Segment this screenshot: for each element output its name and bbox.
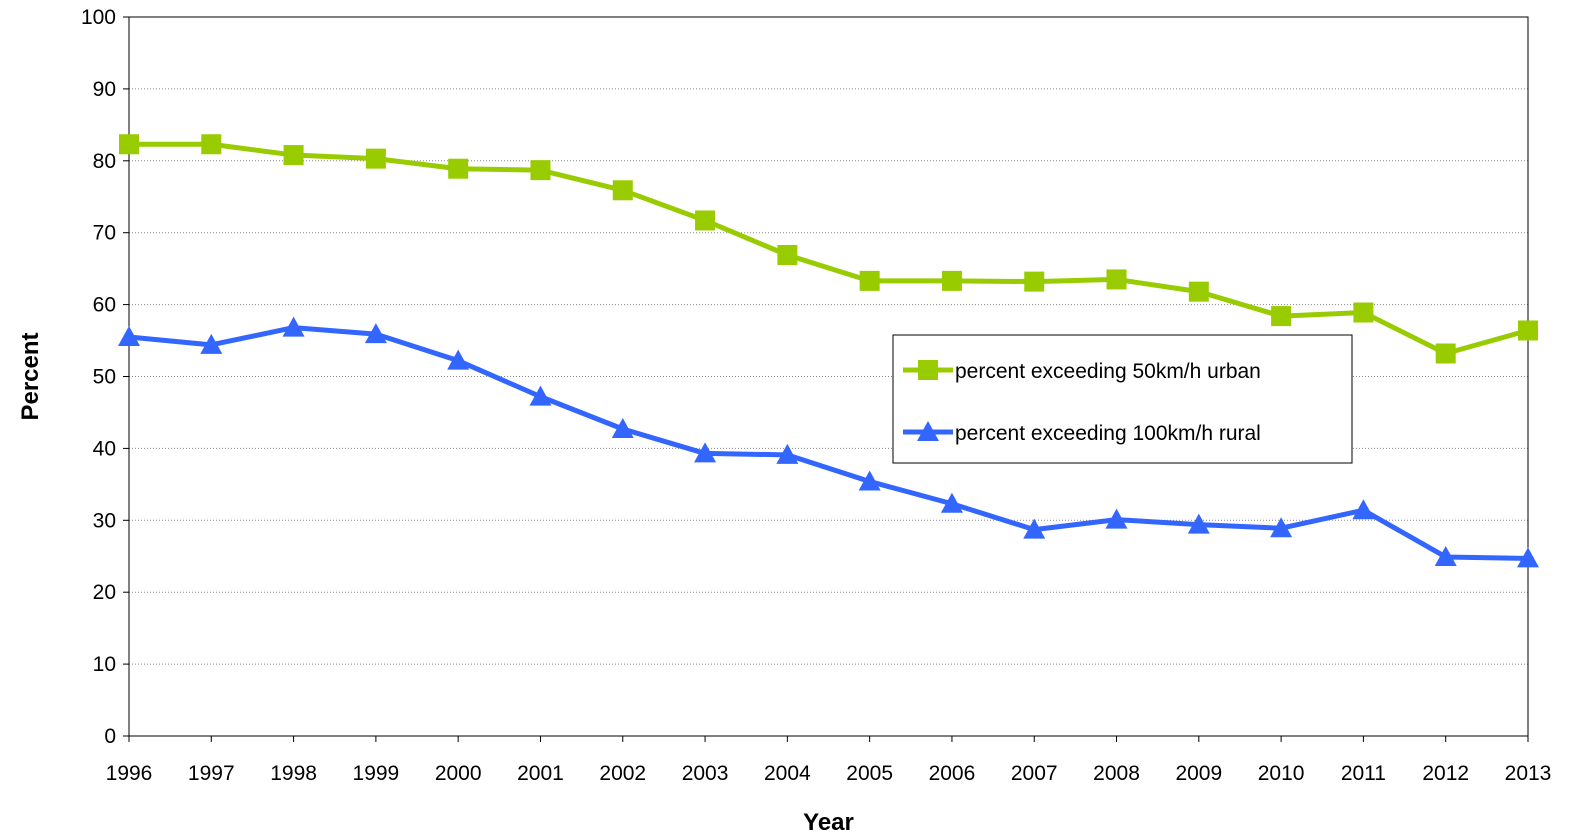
legend-label: percent exceeding 100km/h rural: [955, 422, 1261, 445]
x-tick-label: 1999: [353, 762, 400, 785]
data-point: [777, 244, 798, 265]
x-tick-label: 2006: [929, 762, 976, 785]
data-point: [941, 270, 962, 291]
data-point: [1518, 320, 1538, 341]
data-point: [365, 148, 386, 169]
x-tick-label: 2010: [1258, 762, 1305, 785]
data-point: [1188, 281, 1209, 302]
y-tick-label: 20: [93, 581, 116, 604]
data-point: [1106, 269, 1127, 290]
x-tick-label: 2013: [1505, 762, 1552, 785]
data-point: [448, 158, 469, 179]
series-layer: [118, 134, 1539, 568]
data-point: [694, 442, 717, 463]
x-tick-label: 2005: [846, 762, 893, 785]
x-tick-label: 2011: [1341, 762, 1386, 785]
data-point: [1271, 306, 1292, 327]
data-point: [612, 180, 633, 201]
x-tick-label: 2003: [682, 762, 729, 785]
x-tick-label: 2001: [517, 762, 564, 785]
x-tick-label: 2002: [599, 762, 646, 785]
x-tick-label: 1996: [106, 762, 153, 785]
y-tick-label: 70: [93, 222, 116, 245]
data-point: [1353, 302, 1374, 323]
series-line: [129, 141, 1529, 356]
legend-label: percent exceeding 50km/h urban: [955, 360, 1261, 383]
data-point: [1105, 508, 1128, 529]
data-point: [118, 325, 140, 346]
y-axis-title: Percent: [17, 332, 44, 420]
y-tick-label: 100: [81, 6, 116, 29]
data-point: [1352, 499, 1375, 520]
series-triangle-group: [118, 316, 1539, 568]
y-tick-label: 10: [93, 653, 116, 676]
data-point: [858, 470, 881, 491]
data-point: [529, 385, 552, 406]
y-tick-label: 30: [93, 509, 116, 532]
data-point: [611, 417, 634, 438]
series-square-group: [119, 134, 1538, 364]
data-point: [1024, 271, 1045, 292]
gridlines: [129, 88, 1528, 665]
data-point: [200, 333, 223, 354]
x-axis-ticks: 1996 1997 1998 1999 2000 2001 2002 2003 2004 2005…: [106, 736, 1552, 785]
data-point: [1023, 518, 1046, 539]
data-point: [1434, 545, 1457, 566]
y-tick-label: 80: [93, 150, 116, 173]
x-tick-label: 2009: [1175, 762, 1222, 785]
x-tick-label: 2007: [1011, 762, 1058, 785]
x-tick-label: 1997: [188, 762, 235, 785]
data-point: [1187, 513, 1210, 534]
y-tick-label: 60: [93, 294, 116, 317]
data-point: [119, 134, 139, 155]
y-tick-label: 40: [93, 437, 116, 460]
legend-swatch-marker: [918, 360, 938, 380]
data-point: [1270, 517, 1293, 538]
data-point: [364, 323, 387, 344]
legend-box: [892, 334, 1353, 464]
y-axis-ticks: 0 10 20 30 40 50 60 70 80 90 100: [81, 6, 129, 748]
x-tick-label: 1998: [270, 762, 317, 785]
data-point: [940, 492, 963, 513]
x-tick-label: 2012: [1422, 762, 1469, 785]
x-tick-label: 2004: [764, 762, 811, 785]
legend: percent exceeding 50km/h urban percent ex…: [892, 334, 1353, 464]
x-axis-title: Year: [803, 809, 854, 836]
y-tick-label: 90: [93, 78, 116, 101]
data-point: [1435, 343, 1456, 364]
legend-swatch-marker: [917, 421, 939, 441]
data-point: [1517, 547, 1539, 568]
data-point: [530, 160, 551, 181]
data-point: [695, 210, 716, 231]
series-line: [128, 325, 1529, 561]
y-tick-label: 50: [93, 366, 116, 389]
x-tick-label: 2000: [435, 762, 482, 785]
data-point: [282, 316, 305, 337]
data-point: [201, 134, 222, 155]
data-point: [447, 349, 470, 370]
data-point: [283, 145, 304, 166]
x-tick-label: 2008: [1093, 762, 1140, 785]
data-point: [776, 443, 799, 464]
data-point: [859, 270, 880, 291]
y-tick-label: 0: [104, 725, 116, 748]
